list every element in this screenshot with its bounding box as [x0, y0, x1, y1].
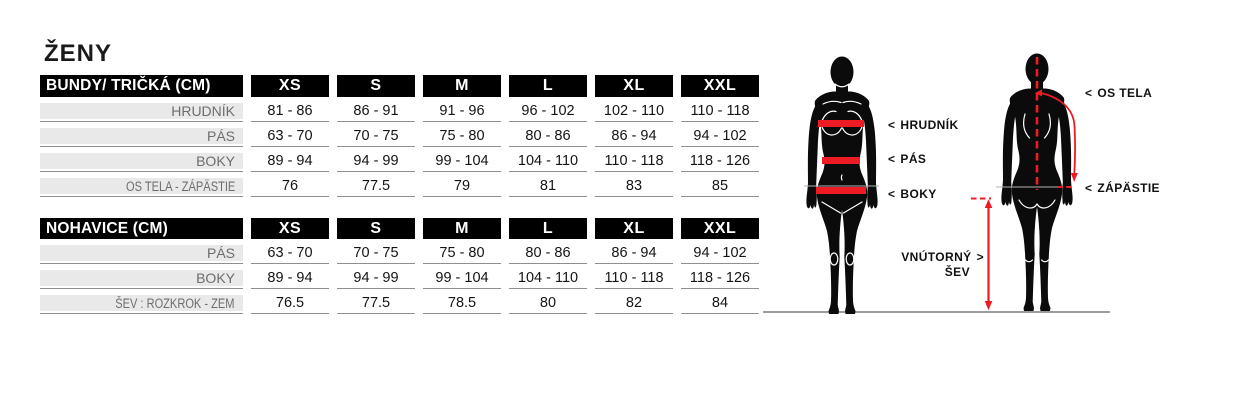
hips2-value-xs: 89 - 94 [251, 270, 329, 289]
inner-seam-text-line2: ŠEV [944, 265, 970, 279]
chevron-left-icon: < [888, 187, 896, 201]
arrowhead-down [1070, 173, 1078, 182]
size-header2-xl: XL [595, 218, 673, 239]
page-title: ŽENY [44, 40, 113, 67]
waist-annotation: < PÁS [888, 152, 926, 166]
chest-measure-band [818, 120, 864, 127]
inner-seam-arrow [971, 197, 993, 311]
chest-value-l: 96 - 102 [509, 103, 587, 122]
hips-value-xs: 89 - 94 [251, 153, 329, 172]
body-axis-value-m: 79 [423, 178, 501, 197]
chest-value-xl: 102 - 110 [595, 103, 673, 122]
wrist-annotation: < ZÁPÄSTIE [1085, 181, 1160, 195]
size-header2-m: M [423, 218, 501, 239]
chest-value-s: 86 - 91 [337, 103, 415, 122]
chest-annotation-text: HRUDNÍK [900, 118, 959, 132]
chevron-left-icon: < [888, 152, 896, 166]
ground-line [763, 311, 1110, 313]
waist-value-xxl: 94 - 102 [681, 128, 759, 147]
waist2-value-s: 70 - 75 [337, 245, 415, 264]
body-axis-value-l: 81 [509, 178, 587, 197]
body-axis-value-s: 77.5 [337, 178, 415, 197]
chevron-left-icon: < [888, 118, 896, 132]
row-label2-waist: PÁS [40, 245, 243, 264]
waist2-value-xxl: 94 - 102 [681, 245, 759, 264]
size-header-xs: XS [251, 75, 329, 97]
hips2-value-m: 99 - 104 [423, 270, 501, 289]
waist-value-l: 80 - 86 [509, 128, 587, 147]
row-label-waist: PÁS [40, 128, 243, 147]
size-header2-s: S [337, 218, 415, 239]
seam-value-xxl: 84 [681, 295, 759, 314]
hips2-value-l: 104 - 110 [509, 270, 587, 289]
waist2-value-l: 80 - 86 [509, 245, 587, 264]
seam-value-s: 77.5 [337, 295, 415, 314]
row-label-chest: HRUDNÍK [40, 103, 243, 122]
waist-value-xs: 63 - 70 [251, 128, 329, 147]
row-label-body-axis-wrist: OS TELA - ZÁPÄSTIE [40, 178, 243, 197]
size-table-trousers: NOHAVICE (CM) XS S M L XL XXL PÁS 63 - 7… [40, 218, 759, 314]
table-jackets-title: BUNDY/ TRIČKÁ (CM) [40, 75, 243, 97]
hips-annotation: < BOKY [888, 187, 937, 201]
hips-annotation-text: BOKY [900, 187, 937, 201]
waist-measure-band [822, 157, 860, 164]
body-axis-value-xxl: 85 [681, 178, 759, 197]
row-label2-seam: ŠEV : ROZKROK - ZEM [40, 295, 243, 314]
seam-value-m: 78.5 [423, 295, 501, 314]
body-axis-annotation: < OS TELA [1085, 86, 1152, 100]
hips-value-l: 104 - 110 [509, 153, 587, 172]
size-header-xl: XL [595, 75, 673, 97]
waist-value-m: 75 - 80 [423, 128, 501, 147]
seam-value-xs: 76.5 [251, 295, 329, 314]
wrist-annotation-text: ZÁPÄSTIE [1097, 181, 1160, 195]
body-axis-annotation-text: OS TELA [1097, 86, 1153, 100]
waist-value-s: 70 - 75 [337, 128, 415, 147]
size-header-s: S [337, 75, 415, 97]
female-silhouette-front [804, 56, 879, 314]
chest-value-xs: 81 - 86 [251, 103, 329, 122]
waist-annotation-text: PÁS [900, 152, 927, 166]
waist2-value-m: 75 - 80 [423, 245, 501, 264]
body-axis-to-wrist-arrow [1040, 92, 1076, 175]
size-header2-l: L [509, 218, 587, 239]
inner-seam-annotation: VNÚTORNÝ > ŠEV [872, 250, 984, 280]
hips-value-xxl: 118 - 126 [681, 153, 759, 172]
chevron-left-icon: < [1085, 86, 1093, 100]
size-header-m: M [423, 75, 501, 97]
size-header-l: L [509, 75, 587, 97]
waist2-value-xl: 86 - 94 [595, 245, 673, 264]
female-silhouette-back [996, 53, 1078, 311]
seam-value-xl: 82 [595, 295, 673, 314]
size-table-jackets-tshirts: BUNDY/ TRIČKÁ (CM) XS S M L XL XXL HRUDN… [40, 75, 759, 197]
seam-value-l: 80 [509, 295, 587, 314]
hips-value-m: 99 - 104 [423, 153, 501, 172]
chevron-left-icon: < [1085, 181, 1093, 195]
size-header-xxl: XXL [681, 75, 759, 97]
inner-seam-text-line1: VNÚTORNÝ [901, 250, 972, 264]
chest-value-xxl: 110 - 118 [681, 103, 759, 122]
table-trousers-title: NOHAVICE (CM) [40, 218, 243, 239]
hips2-value-s: 94 - 99 [337, 270, 415, 289]
hips2-value-xl: 110 - 118 [595, 270, 673, 289]
chevron-right-icon: > [976, 250, 984, 264]
hips2-value-xxl: 118 - 126 [681, 270, 759, 289]
hips-measure-band [816, 187, 866, 194]
row-label-hips: BOKY [40, 153, 243, 172]
size-header2-xxl: XXL [681, 218, 759, 239]
body-axis-value-xl: 83 [595, 178, 673, 197]
hips-value-s: 94 - 99 [337, 153, 415, 172]
waist2-value-xs: 63 - 70 [251, 245, 329, 264]
row-label2-hips: BOKY [40, 270, 243, 289]
arrowhead-left [1035, 89, 1042, 97]
size-header2-xs: XS [251, 218, 329, 239]
chest-annotation: < HRUDNÍK [888, 118, 959, 132]
waist-value-xl: 86 - 94 [595, 128, 673, 147]
body-axis-value-xs: 76 [251, 178, 329, 197]
chest-value-m: 91 - 96 [423, 103, 501, 122]
hips-value-xl: 110 - 118 [595, 153, 673, 172]
